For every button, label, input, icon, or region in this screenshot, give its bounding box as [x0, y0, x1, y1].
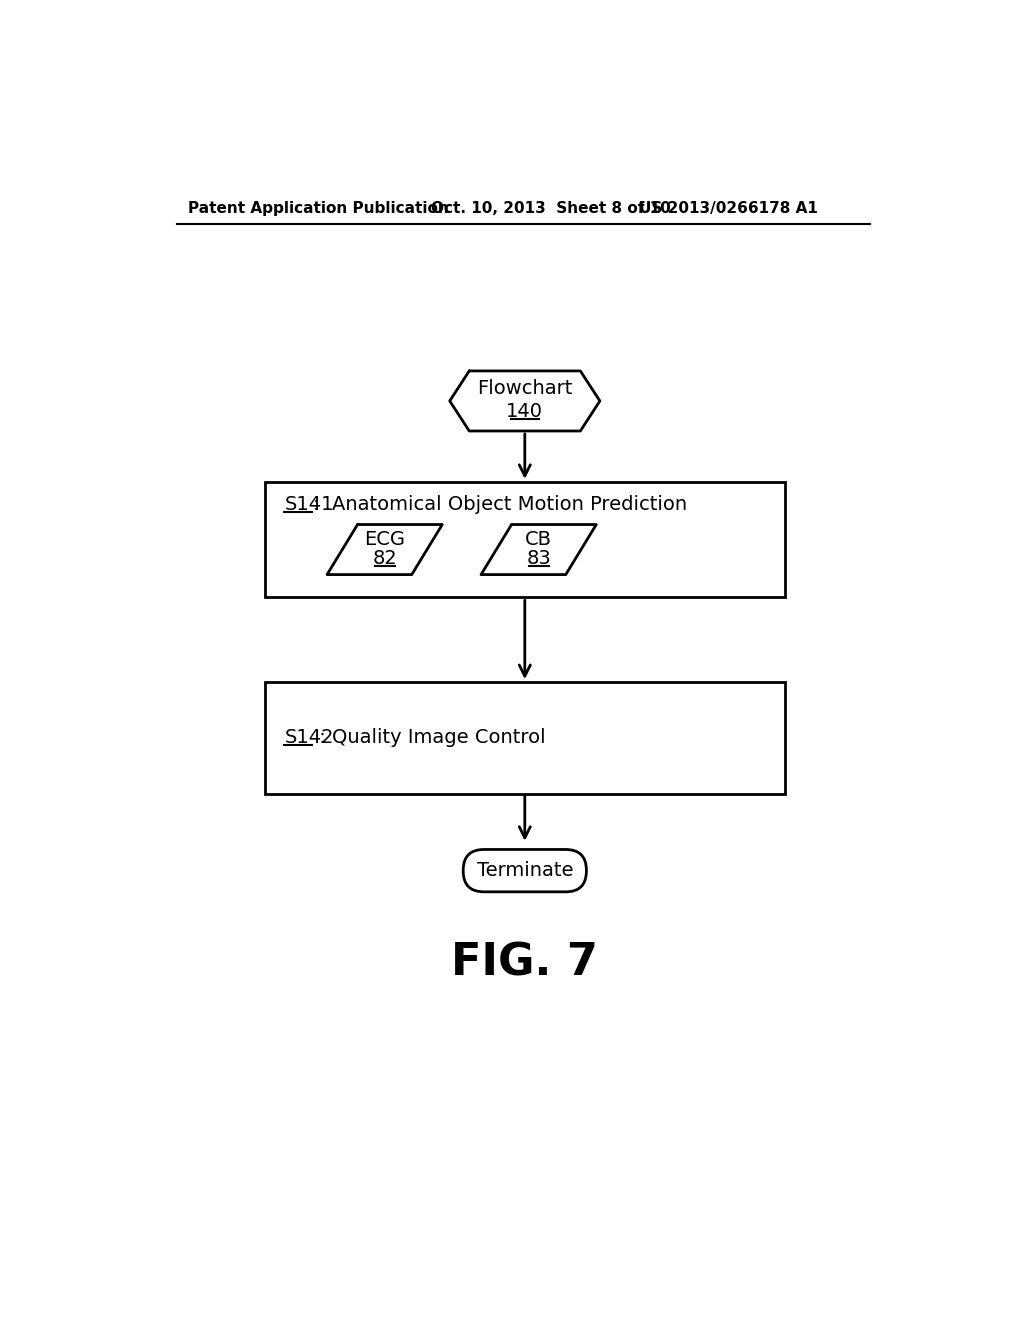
Text: 82: 82 [373, 549, 397, 569]
Text: Terminate: Terminate [476, 861, 573, 880]
Text: 83: 83 [526, 549, 551, 569]
Bar [265, 682, 785, 793]
Text: Flowchart: Flowchart [477, 379, 572, 399]
Text: S142: S142 [285, 729, 334, 747]
Text: ECG: ECG [365, 531, 406, 549]
Text: Oct. 10, 2013  Sheet 8 of 10: Oct. 10, 2013 Sheet 8 of 10 [431, 201, 671, 216]
Text: :  Anatomical Object Motion Prediction: : Anatomical Object Motion Prediction [313, 495, 687, 515]
FancyBboxPatch shape [463, 850, 587, 892]
Text: Patent Application Publication: Patent Application Publication [188, 201, 450, 216]
Bar [265, 482, 785, 598]
Text: CB: CB [525, 531, 552, 549]
Text: FIG. 7: FIG. 7 [452, 941, 598, 985]
Text: US 2013/0266178 A1: US 2013/0266178 A1 [639, 201, 817, 216]
Text: 140: 140 [506, 403, 544, 421]
Text: : Quality Image Control: : Quality Image Control [313, 729, 546, 747]
Text: S141: S141 [285, 495, 334, 515]
